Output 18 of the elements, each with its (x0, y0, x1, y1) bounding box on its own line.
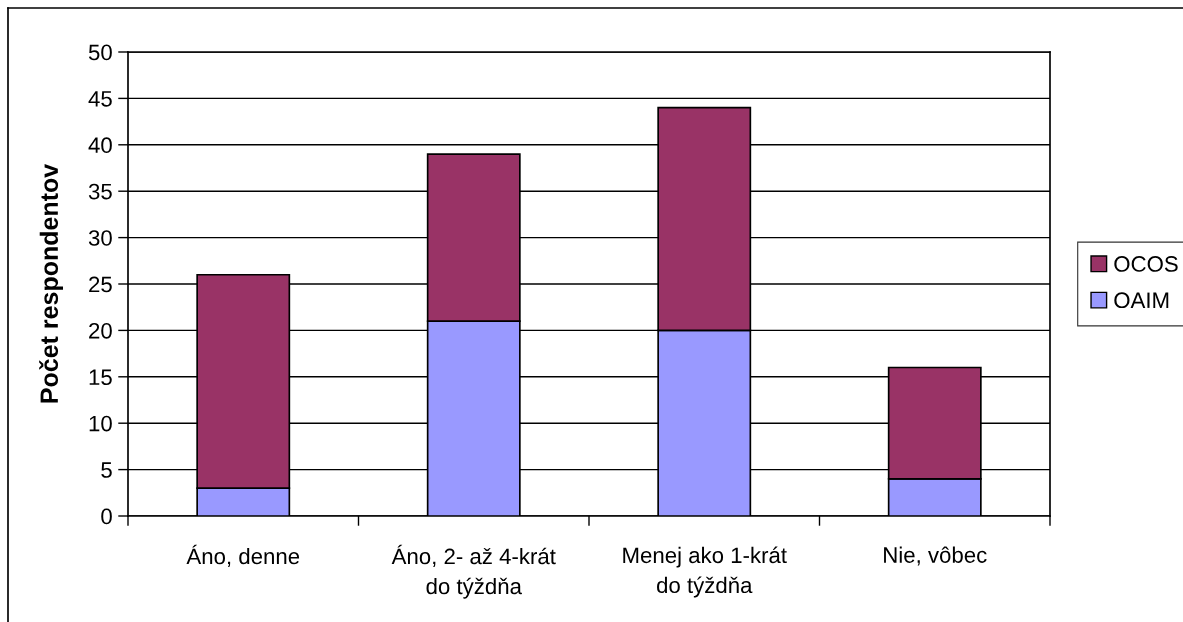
y-axis-title: Počet respondentov (39, 163, 64, 403)
y-tick-label: 10 (89, 415, 112, 432)
x-tick-label: Nie, vôbec (884, 546, 987, 566)
y-tick-label: 20 (89, 322, 112, 339)
y-tick-label: 30 (88, 230, 112, 246)
y-tick-label: 25 (89, 276, 112, 293)
legend-label: OAIM (1114, 292, 1169, 309)
x-tick-label: Áno, denne (186, 544, 300, 567)
y-tick-label: 0 (101, 508, 112, 525)
legend-label: OCOS (1114, 256, 1178, 272)
x-tick-label: Menej ako 1-krát do týždňa (623, 546, 787, 598)
x-tick-label: Áno, 2- až 4-krát do týždňa (391, 544, 556, 599)
y-tick-label: 15 (89, 369, 112, 386)
y-tick-label: 5 (101, 462, 112, 478)
y-tick-label: 40 (88, 137, 112, 154)
y-tick-label: 50 (88, 44, 112, 61)
y-tick-label: 45 (88, 91, 112, 107)
y-tick-label: 35 (88, 183, 112, 200)
